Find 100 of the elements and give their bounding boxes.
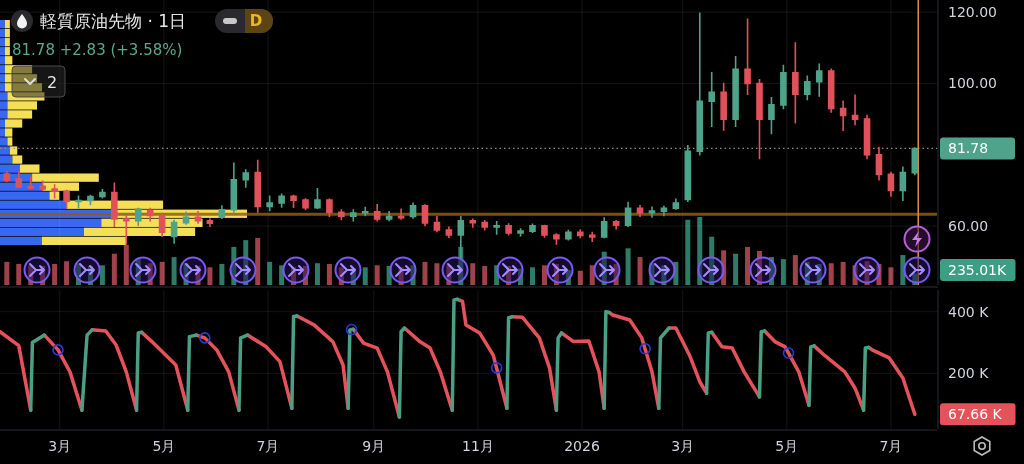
bar bbox=[840, 261, 846, 285]
candlestick bbox=[744, 18, 751, 95]
candlestick bbox=[887, 171, 895, 197]
candlestick bbox=[732, 55, 739, 128]
bar bbox=[76, 263, 82, 285]
x-tick-label: 7月 bbox=[256, 438, 280, 454]
text: 81.78 +2.83 (+3.58%) bbox=[12, 41, 183, 59]
point bbox=[199, 332, 211, 344]
candlestick bbox=[529, 223, 536, 234]
bar bbox=[709, 236, 715, 285]
bar bbox=[673, 261, 679, 285]
bar bbox=[876, 263, 882, 285]
candlestick bbox=[182, 211, 190, 225]
x-tick-label: 2026 bbox=[564, 438, 600, 454]
bar bbox=[422, 261, 428, 285]
y-tick-label: 400 K bbox=[948, 303, 990, 320]
candlestick bbox=[194, 211, 202, 224]
candlestick bbox=[409, 202, 417, 219]
candlestick bbox=[863, 114, 871, 160]
candlestick bbox=[827, 68, 835, 113]
bar bbox=[111, 253, 117, 285]
candlestick bbox=[517, 228, 524, 237]
y-tick-label: 120.00 bbox=[948, 4, 997, 21]
bar bbox=[518, 268, 524, 285]
candlestick bbox=[648, 206, 656, 218]
bar bbox=[255, 238, 261, 285]
candlestick bbox=[170, 219, 178, 244]
bar bbox=[231, 246, 237, 285]
y-tick-label: 200 K bbox=[948, 365, 990, 382]
candlestick bbox=[636, 205, 644, 217]
candlestick bbox=[302, 198, 309, 211]
x-tick-label: 7月 bbox=[879, 438, 903, 454]
bar bbox=[828, 263, 834, 285]
x-tick-label: 9月 bbox=[362, 438, 386, 454]
candlestick bbox=[875, 146, 883, 181]
bar bbox=[64, 261, 70, 285]
candlestick bbox=[3, 171, 11, 182]
candlestick bbox=[421, 204, 429, 227]
candlestick bbox=[469, 218, 477, 228]
bar bbox=[219, 263, 225, 285]
candlestick bbox=[493, 221, 500, 235]
annotation: 2 bbox=[46, 72, 58, 92]
bar bbox=[434, 263, 440, 285]
bar bbox=[792, 255, 798, 285]
bar bbox=[303, 265, 309, 285]
bar bbox=[171, 257, 177, 285]
bar bbox=[733, 253, 739, 285]
bar bbox=[470, 263, 476, 285]
candlestick bbox=[696, 12, 704, 156]
candlestick bbox=[899, 166, 907, 201]
candlestick bbox=[815, 63, 823, 97]
bar bbox=[888, 267, 894, 285]
point bbox=[639, 342, 651, 355]
candlestick bbox=[254, 159, 262, 213]
point bbox=[52, 344, 64, 356]
bar bbox=[685, 219, 691, 285]
candlestick bbox=[99, 188, 106, 199]
y-tick-label: 60.00 bbox=[948, 218, 989, 235]
candlestick bbox=[505, 223, 512, 236]
candlestick bbox=[385, 211, 393, 222]
bar bbox=[314, 263, 320, 285]
bar bbox=[541, 265, 547, 285]
candlestick bbox=[792, 42, 799, 124]
bar bbox=[565, 270, 571, 285]
candlestick bbox=[397, 208, 405, 220]
bar bbox=[649, 263, 655, 285]
bar bbox=[207, 267, 213, 285]
bar bbox=[721, 250, 727, 285]
candlestick bbox=[326, 198, 333, 217]
x-tick-label: 11月 bbox=[461, 438, 494, 454]
candlestick bbox=[576, 229, 584, 239]
point bbox=[490, 362, 503, 374]
bar bbox=[386, 265, 392, 285]
candlestick bbox=[218, 205, 226, 220]
candlestick bbox=[206, 218, 214, 227]
bar bbox=[900, 255, 906, 285]
bar bbox=[613, 263, 619, 285]
point bbox=[782, 347, 795, 359]
candlestick bbox=[839, 100, 847, 131]
candlestick bbox=[134, 207, 142, 226]
candlestick bbox=[266, 195, 273, 212]
candlestick bbox=[373, 203, 381, 222]
candlestick bbox=[768, 96, 775, 135]
candlestick bbox=[600, 217, 608, 239]
bar bbox=[16, 263, 22, 285]
candlestick bbox=[111, 182, 118, 227]
bar bbox=[52, 263, 58, 285]
annotation: 67.66 K bbox=[948, 406, 1003, 423]
text: 235.01K bbox=[948, 262, 1007, 278]
bar bbox=[362, 267, 368, 285]
bar bbox=[123, 244, 129, 285]
x-tick-label: 3月 bbox=[48, 438, 72, 454]
text: 軽質原油先物 · 1日 bbox=[40, 11, 187, 31]
bar bbox=[852, 265, 858, 285]
candlestick bbox=[624, 201, 632, 227]
candlestick bbox=[720, 82, 727, 131]
candlestick bbox=[612, 219, 620, 230]
candlestick bbox=[230, 162, 238, 213]
candlestick bbox=[242, 169, 250, 188]
bar bbox=[374, 265, 380, 285]
